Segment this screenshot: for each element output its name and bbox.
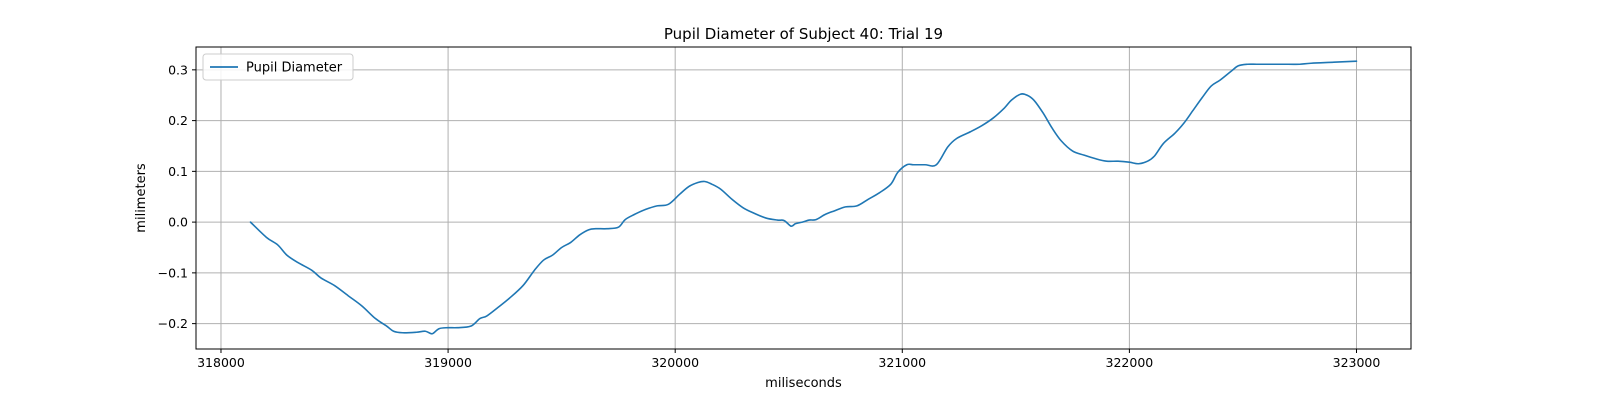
y-tick-label: −0.1	[158, 265, 188, 280]
y-tick-label: −0.2	[158, 316, 188, 331]
x-tick-label: 320000	[651, 355, 699, 370]
legend: Pupil Diameter	[202, 53, 354, 81]
series-layer	[249, 60, 1358, 335]
y-tick-label: 0.1	[168, 164, 188, 179]
legend-label: Pupil Diameter	[246, 61, 343, 76]
grid-lines	[196, 47, 1411, 349]
x-tick-label: 318000	[197, 355, 245, 370]
y-axis-label: milimeters	[134, 163, 149, 233]
y-tick-label: 0.3	[168, 62, 188, 77]
y-tick-label: 0.2	[168, 113, 188, 128]
x-axis-ticks: 318000 319000 320000 321000 322000 323000	[197, 349, 1380, 370]
y-tick-label: 0.0	[168, 215, 188, 230]
chart-title: Pupil Diameter of Subject 40: Trial 19	[664, 25, 943, 43]
x-tick-label: 322000	[1106, 355, 1154, 370]
y-axis-ticks: −0.2 −0.1 0.0 0.1 0.2 0.3	[158, 62, 196, 331]
series-line-pupil-diameter	[249, 60, 1358, 335]
x-axis-label: miliseconds	[765, 376, 842, 391]
x-tick-label: 321000	[878, 355, 926, 370]
x-tick-label: 319000	[424, 355, 472, 370]
legend-box	[202, 53, 354, 81]
plot-frame	[195, 46, 1412, 350]
x-tick-label: 323000	[1333, 355, 1381, 370]
